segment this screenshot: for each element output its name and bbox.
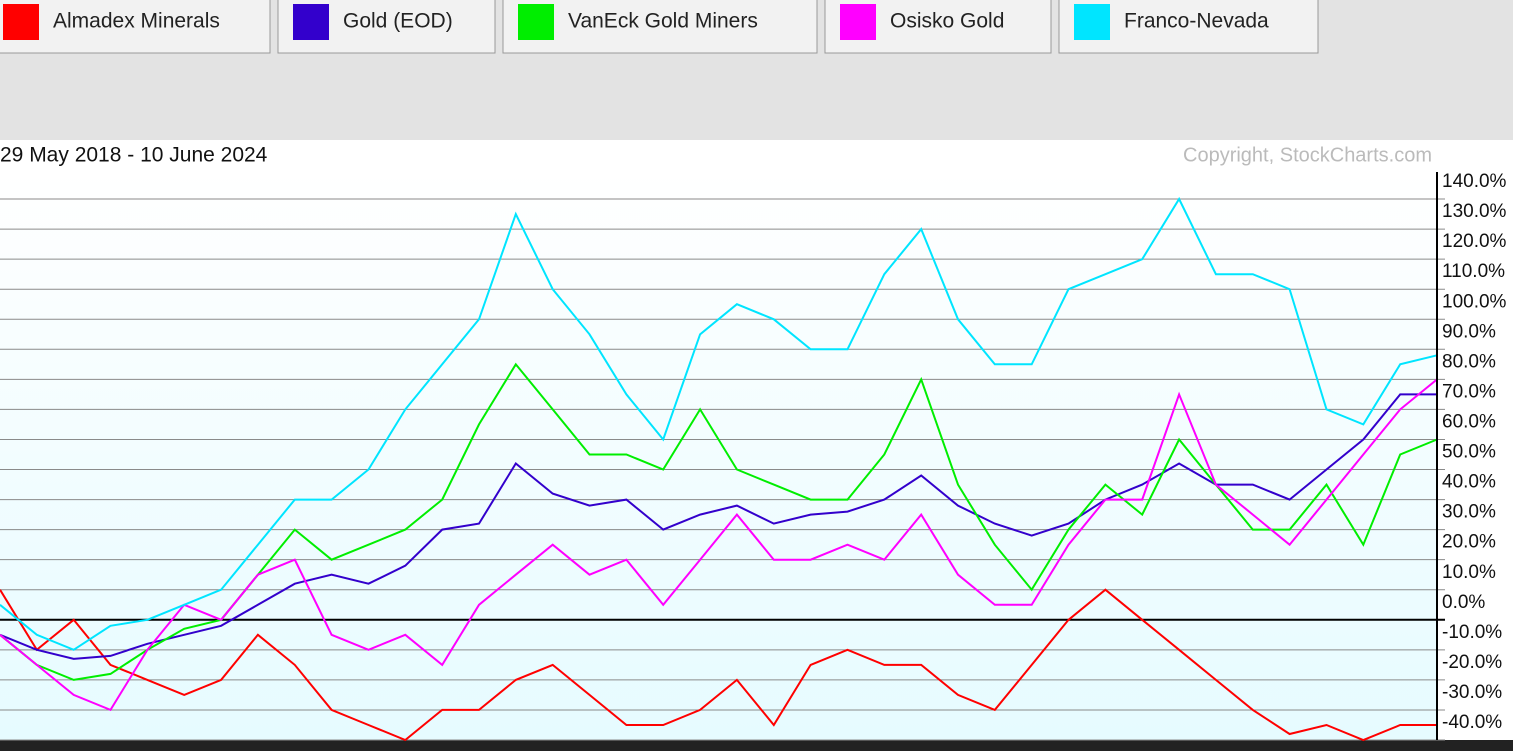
- y-tick-label: 10.0%: [1442, 562, 1496, 583]
- legend-label: VanEck Gold Miners: [568, 10, 758, 33]
- y-tick-label: 30.0%: [1442, 502, 1496, 523]
- legend-item[interactable]: Almadex Minerals: [0, 0, 271, 54]
- grid: 140.0% 130.0% 120.0% 110.0% 100.0% 90.0% 80.0%…: [0, 171, 1507, 741]
- date-range: 29 May 2018 - 10 June 2024: [0, 144, 268, 167]
- legend-swatch: [518, 4, 554, 40]
- y-tick-label: -20.0%: [1442, 652, 1502, 673]
- plot-area: [0, 172, 1437, 740]
- y-tick-label: -10.0%: [1442, 622, 1502, 643]
- legend: Almadex Minerals Gold (EOD) VanEck Gold Mi…: [0, 0, 1319, 54]
- y-tick-label: 90.0%: [1442, 321, 1496, 342]
- legend-swatch: [293, 4, 329, 40]
- legend-swatch: [1074, 4, 1110, 40]
- series-line: [0, 196, 1438, 651]
- y-tick-label: 20.0%: [1442, 532, 1496, 553]
- legend-item[interactable]: VanEck Gold Miners: [502, 0, 818, 54]
- y-tick-label: 60.0%: [1442, 411, 1496, 432]
- legend-item[interactable]: Osisko Gold: [824, 0, 1052, 54]
- legend-swatch: [840, 4, 876, 40]
- y-tick-label: 100.0%: [1442, 291, 1507, 312]
- copyright: Copyright, StockCharts.com: [1183, 144, 1432, 166]
- y-tick-label: -30.0%: [1442, 682, 1502, 703]
- y-tick-label: 50.0%: [1442, 442, 1496, 463]
- legend-label: Franco-Nevada: [1124, 10, 1269, 33]
- lines: [0, 196, 1438, 742]
- y-tick-label: 140.0%: [1442, 171, 1507, 192]
- legend-label: Gold (EOD): [343, 10, 453, 33]
- legend-button[interactable]: [0, 0, 271, 54]
- bottom-bar: [0, 740, 1513, 751]
- legend-item[interactable]: Franco-Nevada: [1058, 0, 1319, 54]
- y-tick-label: 80.0%: [1442, 351, 1496, 372]
- legend-label: Osisko Gold: [890, 10, 1004, 33]
- y-tick-label: 130.0%: [1442, 201, 1507, 222]
- y-tick-label: -40.0%: [1442, 712, 1502, 733]
- series-line: [0, 393, 1437, 660]
- y-tick-label: 110.0%: [1442, 261, 1505, 282]
- y-tick-label: 40.0%: [1442, 472, 1496, 493]
- y-tick-label: 70.0%: [1442, 381, 1496, 402]
- legend-item[interactable]: Gold (EOD): [277, 0, 496, 54]
- series-line: [0, 588, 1437, 742]
- legend-button[interactable]: [502, 0, 818, 54]
- legend-label: Almadex Minerals: [53, 10, 220, 33]
- y-tick-label: 0.0%: [1442, 592, 1485, 613]
- series-line: [0, 378, 1438, 712]
- y-tick-label: 120.0%: [1442, 231, 1507, 252]
- legend-swatch: [3, 4, 39, 40]
